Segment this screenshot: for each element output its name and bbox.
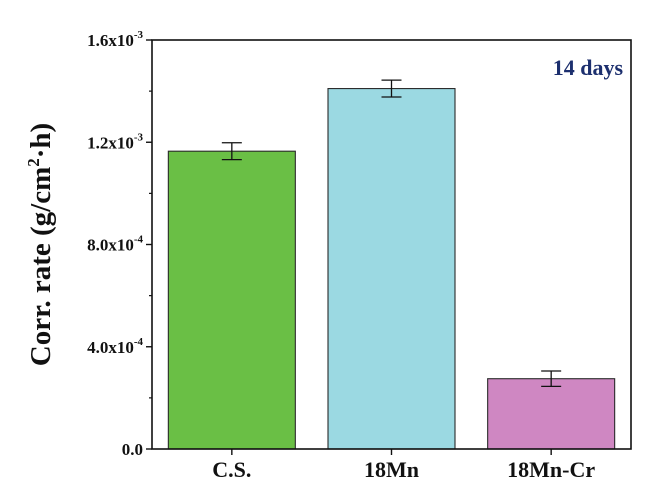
x-tick-label-1: 18Mn: [364, 457, 419, 482]
y-tick-label-2: 8.0x10-4: [87, 234, 143, 255]
bar-18mn: [327, 88, 456, 450]
y-tick-label-1: 4.0x10-4: [87, 336, 143, 357]
y-tick-label-4: 1.6x10-3: [87, 29, 143, 50]
bar-c-s: [167, 150, 296, 450]
x-tick-label-2: 18Mn-Cr: [507, 457, 595, 482]
x-axis-ticks: C.S. 18Mn 18Mn-Cr: [212, 449, 595, 482]
y-axis-ticks: 0.0 4.0x10-4 8.0x10-4 1.2x10-3 1.6x10-3: [87, 29, 152, 459]
y-tick-label-0: 0.0: [122, 440, 143, 459]
bar-18mn-cr: [487, 378, 616, 450]
error-bars-group: [221, 79, 562, 388]
y-axis-label: Corr. rate (g/cm2·h): [24, 123, 57, 366]
x-tick-label-0: C.S.: [212, 457, 251, 482]
annotation-14-days: 14 days: [553, 55, 624, 80]
y-tick-label-3: 1.2x10-3: [87, 131, 143, 152]
